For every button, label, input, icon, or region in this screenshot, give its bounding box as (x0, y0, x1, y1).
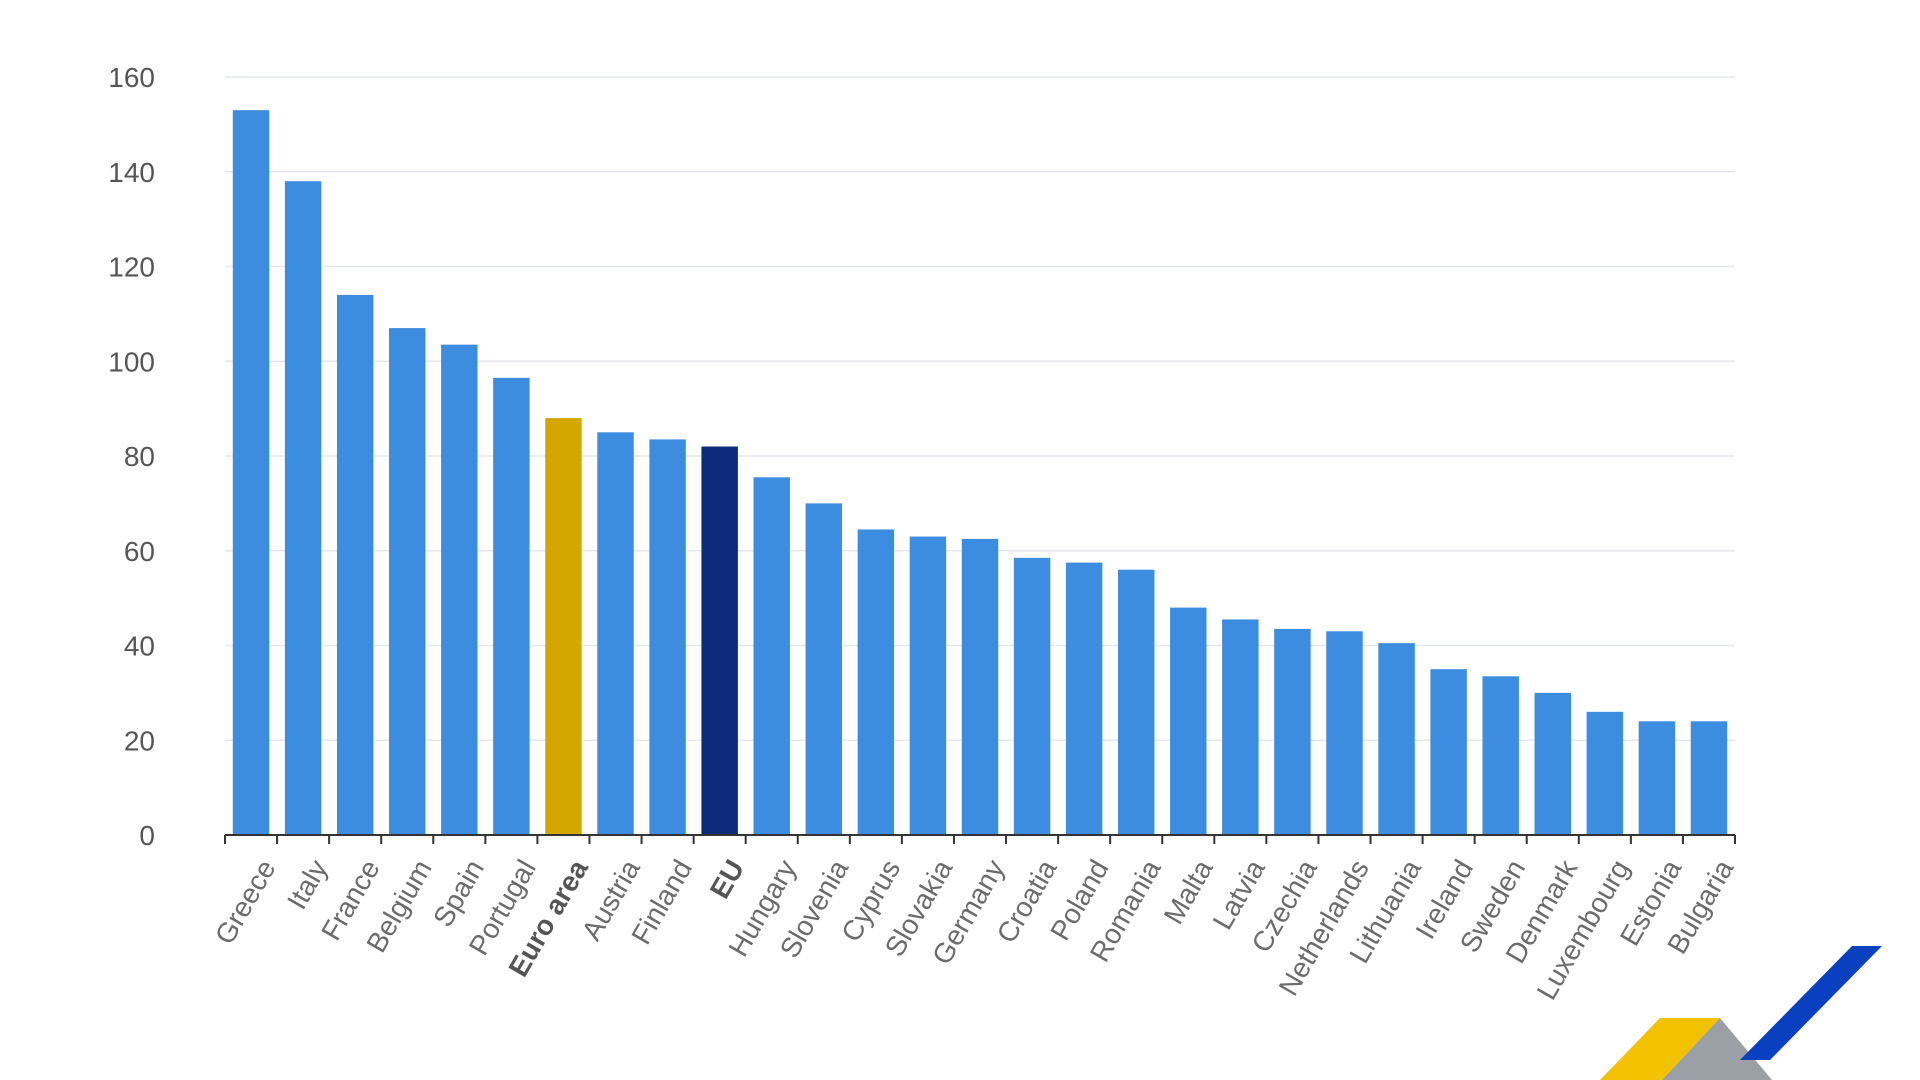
bar-spain (441, 344, 478, 835)
bar-croatia (1013, 557, 1051, 835)
x-tick-label: EU (704, 855, 750, 904)
bar-lithuania (1378, 643, 1415, 835)
logo-gray-stripe (1662, 1018, 1772, 1080)
y-tick-label: 100 (108, 346, 155, 377)
bar-eu (701, 446, 738, 835)
y-tick-label: 0 (139, 820, 155, 851)
bar-poland (1065, 562, 1103, 835)
y-tick-label: 120 (108, 252, 155, 283)
bar-hungary (753, 477, 790, 835)
y-tick-label: 60 (124, 536, 155, 567)
bar-malta (1170, 607, 1207, 835)
y-tick-label: 80 (124, 441, 155, 472)
bar-finland (649, 439, 686, 835)
y-tick-label: 20 (124, 725, 155, 756)
bar-germany (961, 538, 999, 835)
bar-czechia (1274, 628, 1311, 835)
x-axis (224, 834, 1736, 844)
bar-ireland (1430, 669, 1467, 835)
y-tick-label: 140 (108, 157, 155, 188)
bar-slovenia (805, 503, 843, 835)
bar-sweden (1482, 676, 1519, 835)
bar-italy (284, 181, 322, 836)
y-tick-label: 160 (108, 62, 155, 93)
bar-cyprus (857, 529, 895, 835)
y-axis-ticks: 0 20 40 60 80 100 120 140 160 (108, 62, 155, 851)
bar-netherlands (1326, 631, 1363, 835)
bar-greece (232, 110, 270, 836)
bars (232, 110, 1728, 836)
bar-estonia (1638, 721, 1676, 835)
bar-austria (597, 432, 634, 835)
bar-euro-area (545, 418, 582, 835)
bar-romania (1117, 569, 1155, 835)
bar-slovakia (909, 536, 947, 835)
logo-blue-stripe (1740, 946, 1882, 1060)
bar-belgium (389, 328, 426, 835)
bar-latvia (1222, 619, 1259, 835)
x-axis-labels: Greece ItalyFranceBelgiumSpainPortugalEur… (209, 854, 1740, 1005)
bar-denmark (1534, 692, 1571, 835)
bar-portugal (493, 377, 530, 835)
logo-yellow-stripe (1600, 1018, 1720, 1080)
brand-logo (1600, 946, 1882, 1080)
x-tick-label: Italy (281, 855, 334, 915)
bar-bulgaria (1690, 721, 1728, 835)
x-tick-label: Greece (209, 855, 282, 950)
bar-luxembourg (1586, 711, 1624, 835)
y-tick-label: 40 (124, 631, 155, 662)
bar-france (336, 294, 374, 835)
